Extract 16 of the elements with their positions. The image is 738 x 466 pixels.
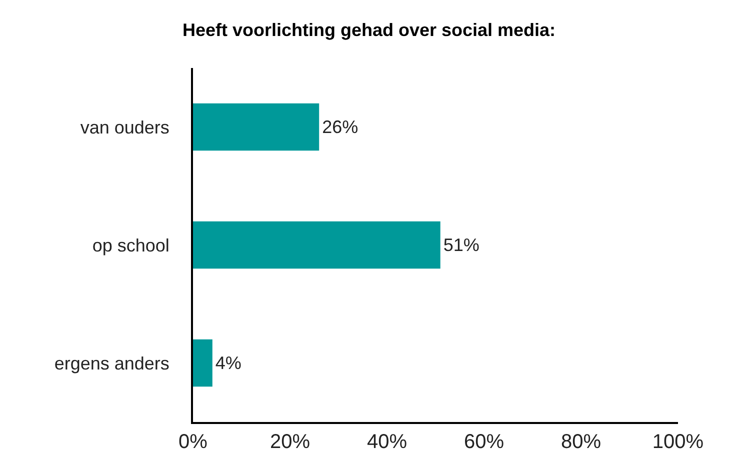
x-tick-label: 0% (178, 431, 208, 453)
x-tick-label: 80% (560, 431, 602, 453)
bar (193, 103, 320, 151)
y-tick-label: van ouders (80, 117, 170, 138)
x-tick-label: 40% (366, 431, 408, 453)
x-tick-label: 20% (270, 431, 310, 453)
chart-title: Heeft voorlichting gehad over social media: (182, 20, 556, 40)
bar (193, 339, 212, 387)
bar (193, 221, 440, 269)
y-tick-label: ergens anders (54, 353, 170, 374)
x-tick-label: 100% (652, 431, 704, 453)
data-label: 26% (322, 117, 358, 137)
data-label: 4% (215, 353, 242, 373)
data-label: 51% (443, 235, 480, 255)
x-tick-label: 60% (464, 431, 504, 453)
y-tick-label: op school (92, 235, 170, 256)
